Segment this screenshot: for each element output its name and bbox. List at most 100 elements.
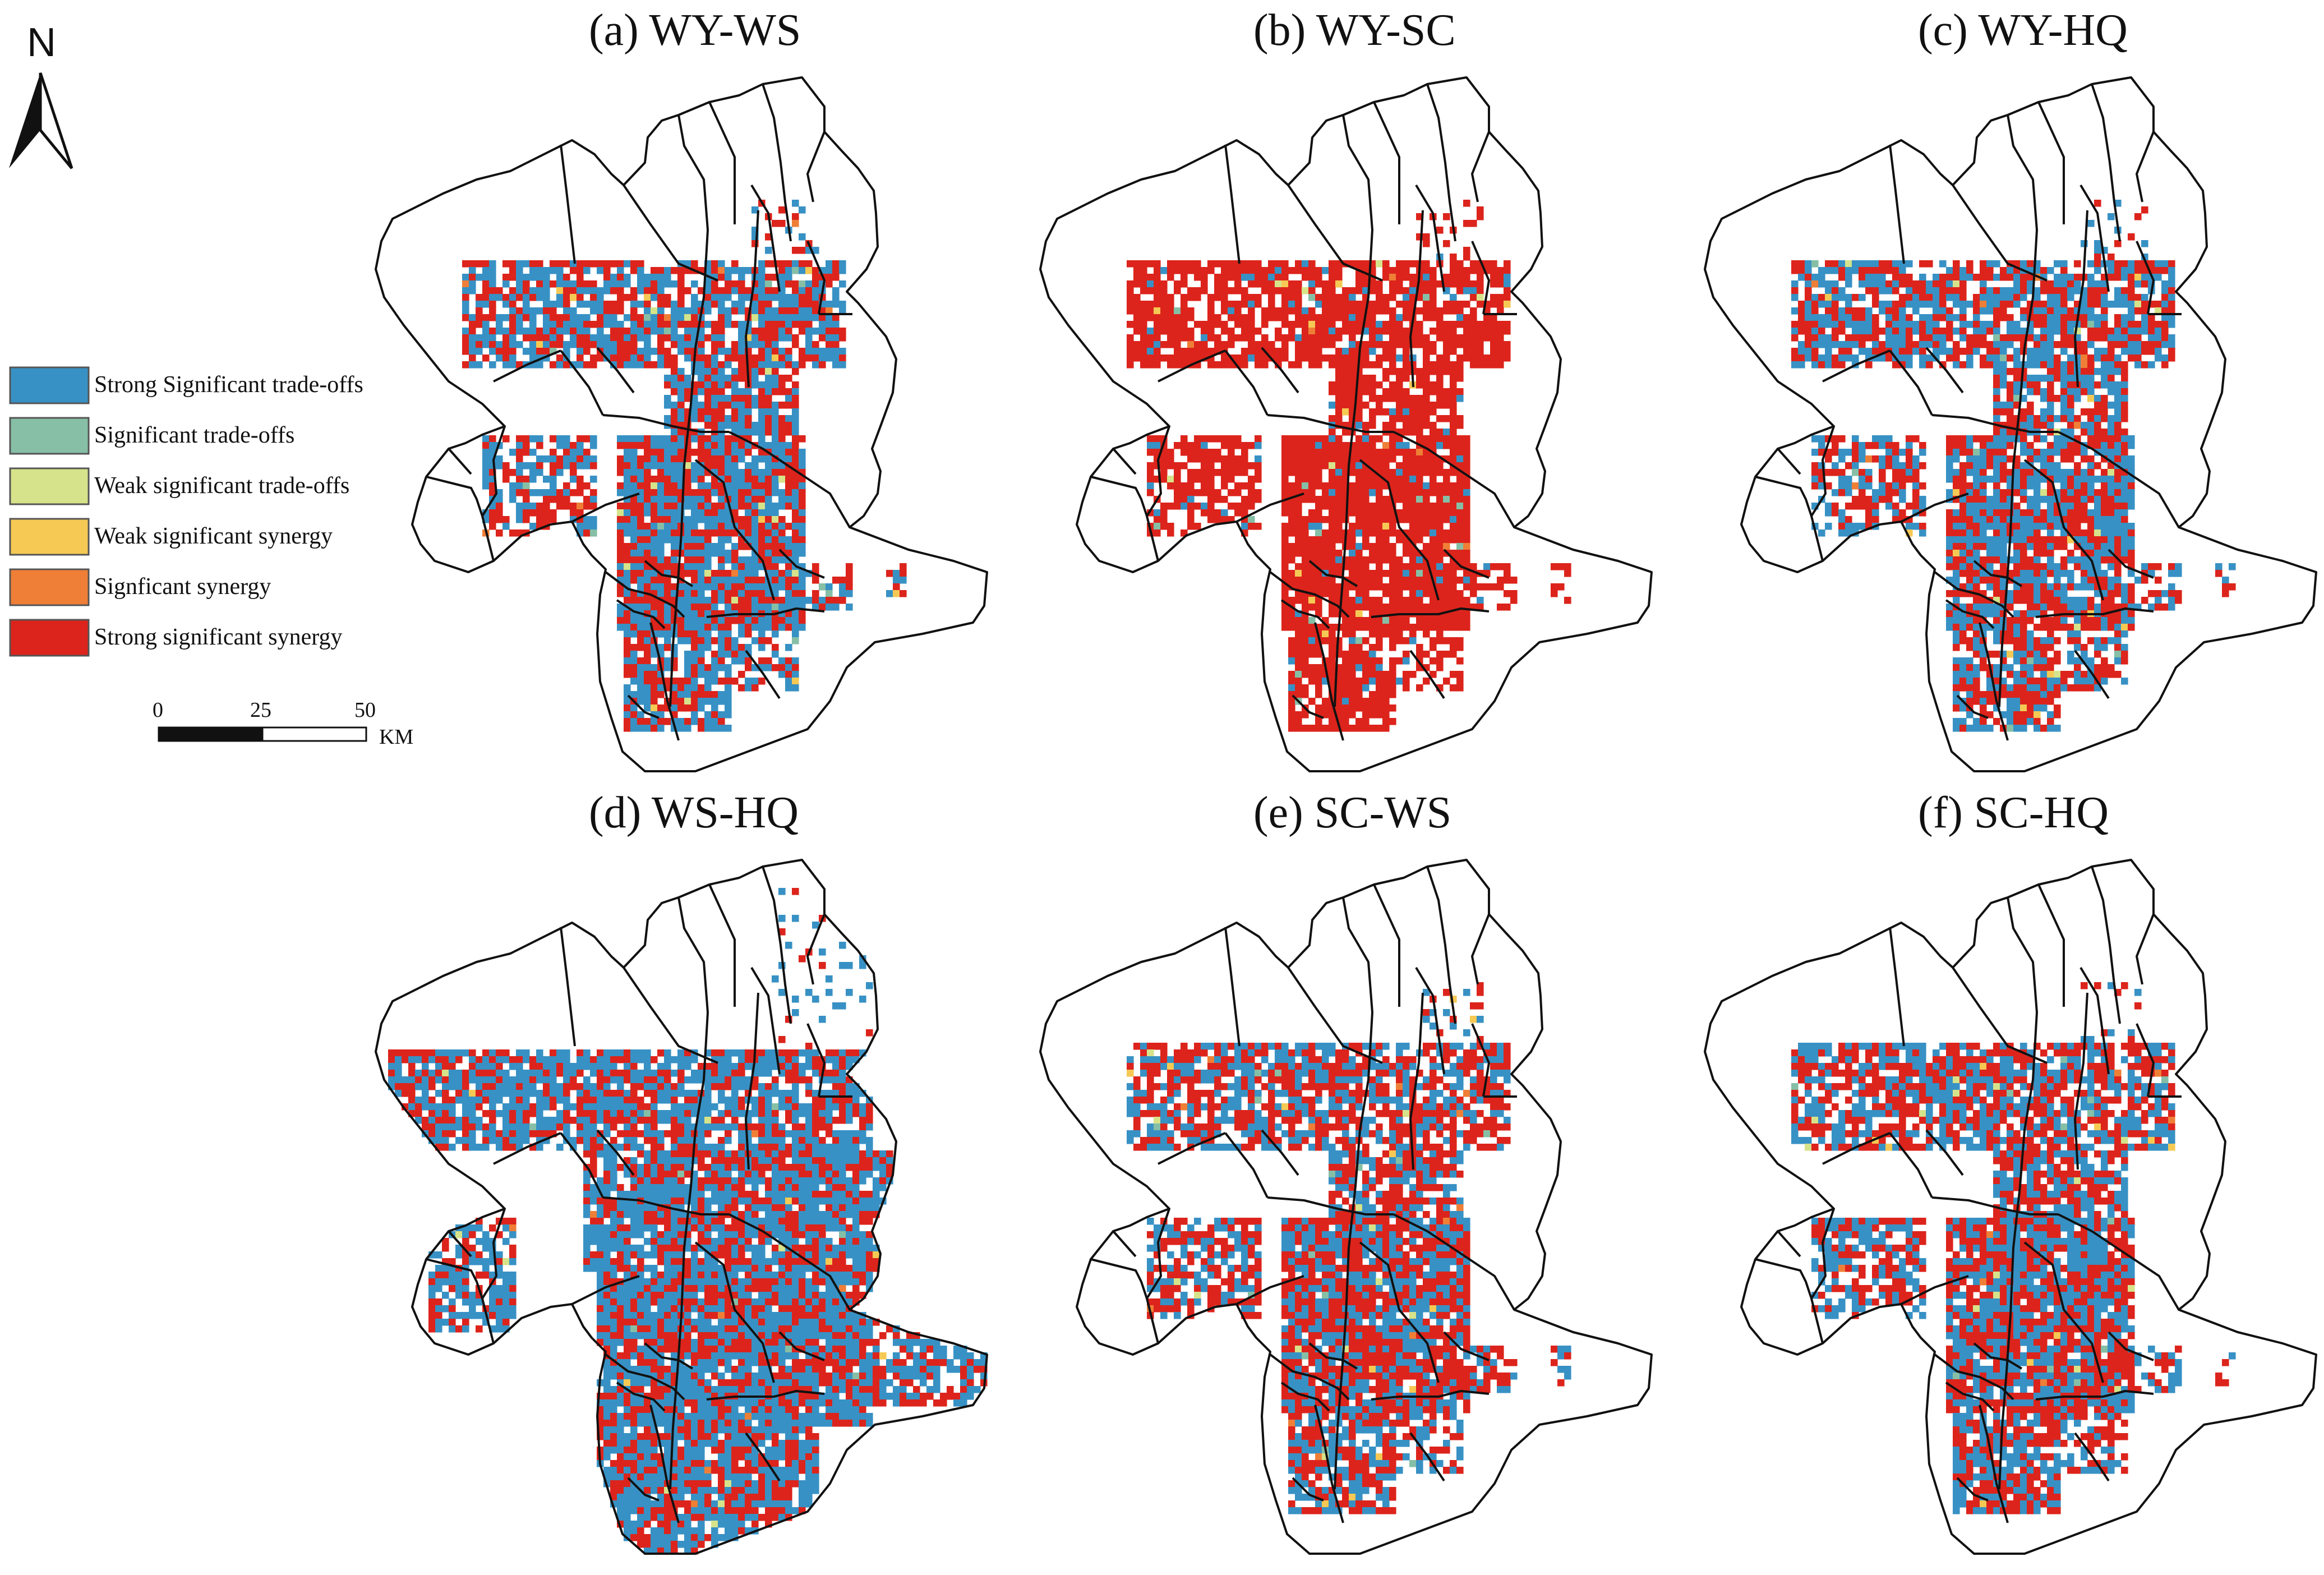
grid-cell bbox=[664, 563, 671, 570]
grid-cell bbox=[778, 435, 786, 443]
grid-cell bbox=[765, 637, 772, 644]
grid-cell bbox=[1450, 267, 1457, 274]
grid-cell bbox=[1403, 368, 1410, 375]
grid-cell bbox=[1376, 523, 1383, 530]
grid-cell bbox=[698, 624, 705, 631]
grid-cell bbox=[745, 604, 752, 611]
grid-cell bbox=[590, 462, 597, 469]
grid-cell bbox=[671, 307, 678, 315]
grid-cell bbox=[785, 644, 792, 651]
grid-cell bbox=[1986, 321, 1994, 328]
grid-cell bbox=[1409, 671, 1417, 678]
grid-cell bbox=[1335, 381, 1343, 389]
grid-cell bbox=[758, 529, 766, 537]
grid-cell bbox=[1154, 294, 1161, 301]
grid-cell bbox=[1302, 260, 1309, 268]
grid-cell bbox=[1389, 644, 1396, 651]
grid-cell bbox=[718, 516, 725, 523]
grid-cell bbox=[1403, 671, 1410, 678]
grid-cell bbox=[657, 550, 665, 557]
grid-cell bbox=[745, 630, 752, 638]
grid-cell bbox=[1288, 556, 1295, 564]
grid-cell bbox=[1959, 280, 1967, 288]
grid-cell bbox=[677, 267, 685, 274]
grid-cell bbox=[664, 523, 671, 530]
grid-cell bbox=[1389, 334, 1396, 342]
grid-cell bbox=[1167, 260, 1174, 268]
grid-cell bbox=[691, 435, 698, 443]
grid-cell bbox=[758, 630, 766, 638]
grid-cell bbox=[1382, 630, 1390, 638]
grid-cell bbox=[2067, 280, 2074, 288]
grid-cell bbox=[1456, 354, 1464, 362]
grid-cell bbox=[772, 630, 779, 638]
grid-cell bbox=[1355, 402, 1363, 409]
grid-cell bbox=[812, 274, 819, 281]
grid-cell bbox=[2114, 274, 2122, 281]
grid-cell bbox=[704, 449, 712, 456]
grid-cell bbox=[799, 624, 806, 631]
grid-cell bbox=[1865, 274, 1873, 281]
grid-cell bbox=[1470, 307, 1477, 315]
grid-cell bbox=[1376, 577, 1383, 584]
grid-cell bbox=[1147, 361, 1154, 369]
grid-cell bbox=[725, 462, 732, 469]
grid-cell bbox=[1416, 455, 1423, 463]
grid-cell bbox=[1456, 442, 1464, 449]
grid-cell bbox=[2047, 321, 2054, 328]
grid-cell bbox=[1456, 455, 1464, 463]
grid-cell bbox=[1342, 442, 1349, 449]
grid-cell bbox=[1234, 489, 1242, 496]
grid-cell bbox=[2047, 294, 2054, 301]
grid-cell bbox=[1241, 442, 1248, 449]
grid-cell bbox=[2007, 328, 2014, 335]
grid-cell bbox=[529, 503, 537, 510]
grid-cell bbox=[523, 294, 530, 301]
grid-cell bbox=[651, 449, 658, 456]
grid-cell bbox=[785, 328, 792, 335]
grid-cell bbox=[1396, 354, 1403, 362]
grid-cell bbox=[1315, 550, 1322, 557]
grid-cell bbox=[1295, 435, 1302, 443]
grid-cell bbox=[1456, 422, 1464, 429]
grid-cell bbox=[2000, 341, 2007, 348]
grid-cell bbox=[765, 482, 772, 490]
grid-cell bbox=[1295, 321, 1302, 328]
grid-cell bbox=[711, 570, 718, 577]
grid-cell bbox=[1852, 267, 1859, 274]
grid-cell bbox=[1140, 328, 1147, 335]
grid-cell bbox=[1335, 368, 1343, 375]
grid-cell bbox=[1450, 637, 1457, 644]
grid-cell bbox=[1248, 348, 1255, 355]
grid-cell bbox=[2013, 328, 2021, 335]
grid-cell bbox=[1355, 725, 1363, 732]
grid-cell bbox=[1369, 328, 1376, 335]
grid-cell bbox=[1423, 341, 1430, 348]
grid-cell bbox=[725, 348, 732, 355]
grid-cell bbox=[597, 294, 604, 301]
grid-cell bbox=[671, 388, 678, 395]
grid-cell bbox=[1241, 294, 1248, 301]
grid-cell bbox=[1133, 294, 1141, 301]
grid-cell bbox=[1382, 570, 1390, 577]
grid-cell bbox=[1450, 348, 1457, 355]
grid-cell bbox=[684, 529, 691, 537]
grid-cell bbox=[765, 314, 772, 321]
grid-cell bbox=[1490, 328, 1497, 335]
grid-cell bbox=[563, 482, 570, 490]
grid-cell bbox=[1993, 307, 2000, 315]
grid-cell bbox=[711, 604, 718, 611]
grid-cell bbox=[1355, 624, 1363, 631]
grid-cell bbox=[711, 529, 718, 537]
grid-cell bbox=[624, 503, 631, 510]
grid-cell bbox=[1832, 260, 1839, 268]
grid-cell bbox=[1355, 543, 1363, 550]
grid-cell bbox=[2141, 280, 2148, 288]
grid-cell bbox=[1295, 550, 1302, 557]
grid-cell bbox=[550, 341, 557, 348]
grid-cell bbox=[1423, 348, 1430, 355]
grid-cell bbox=[630, 664, 638, 671]
grid-cell bbox=[2114, 260, 2122, 268]
grid-cell bbox=[792, 341, 799, 348]
grid-cell bbox=[731, 368, 739, 375]
